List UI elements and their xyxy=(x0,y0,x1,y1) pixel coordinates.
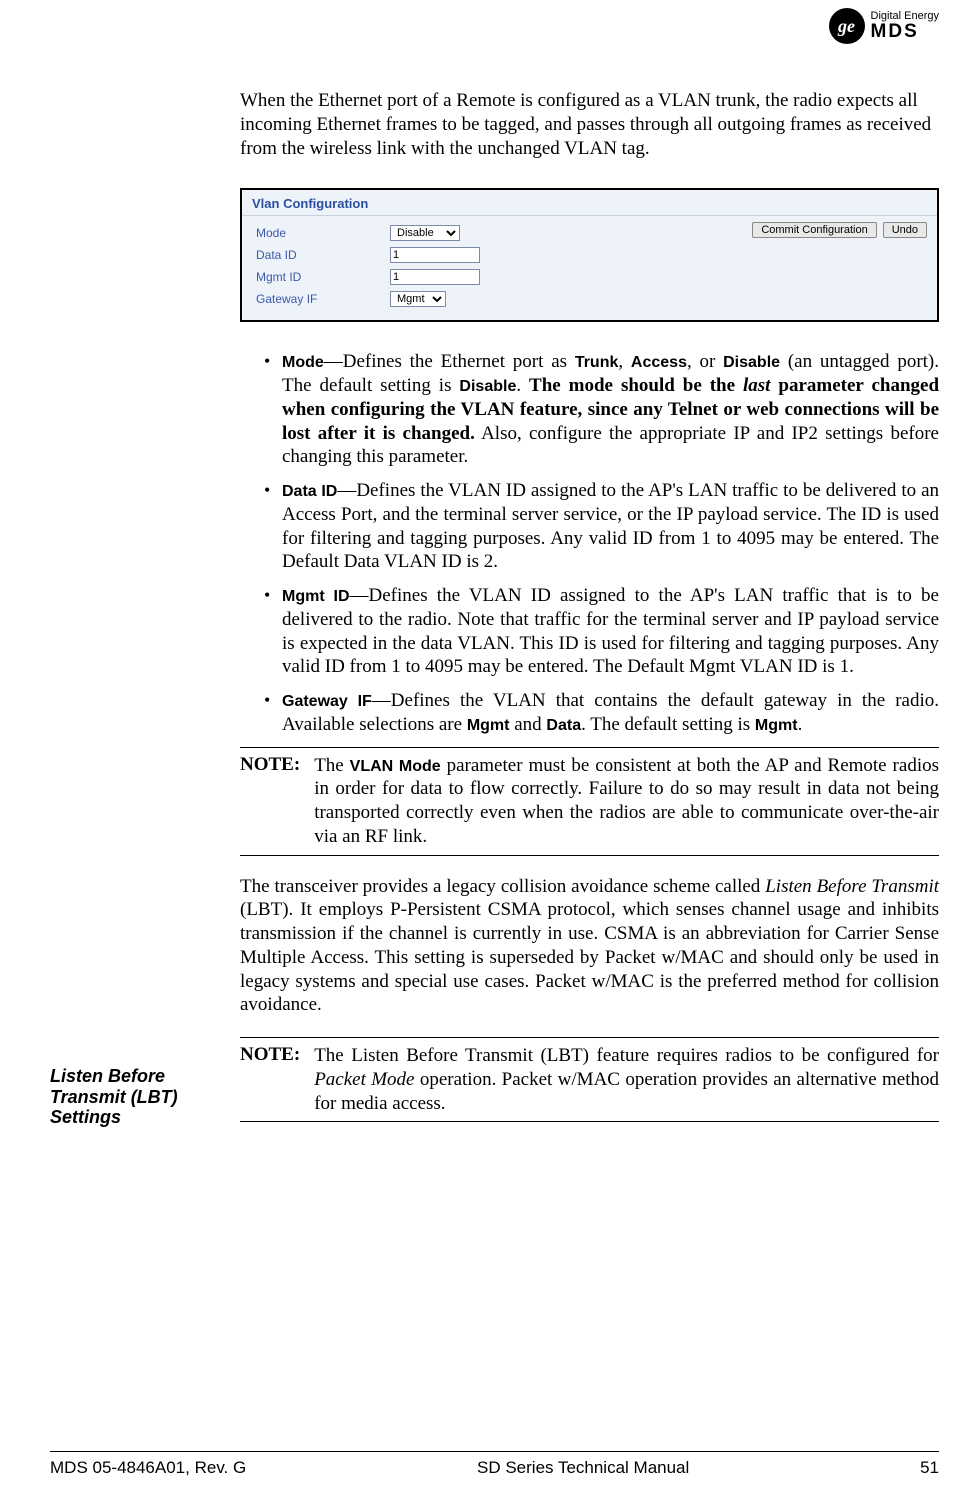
term-mgmtid: Mgmt ID xyxy=(282,588,350,605)
note-vlan-mode: NOTE: The VLAN Mode parameter must be co… xyxy=(240,747,939,856)
bullet-gateway: Gateway IF—Defines the VLAN that contain… xyxy=(264,689,939,737)
note-label: NOTE: xyxy=(240,754,304,849)
side-heading-lbt: Listen Before Transmit (LBT) Settings xyxy=(50,1066,230,1128)
brand-logo: ge Digital Energy MDS xyxy=(829,8,939,44)
footer-right: 51 xyxy=(920,1458,939,1478)
note-label: NOTE: xyxy=(240,1044,304,1115)
brand-bottom: MDS xyxy=(871,22,939,43)
note-lbt: NOTE: The Listen Before Transmit (LBT) f… xyxy=(240,1037,939,1122)
undo-button[interactable]: Undo xyxy=(883,222,927,238)
mode-label: Mode xyxy=(256,226,376,240)
mgmtid-label: Mgmt ID xyxy=(256,270,376,284)
gateway-label: Gateway IF xyxy=(256,292,376,306)
dataid-input[interactable] xyxy=(390,247,480,263)
dataid-label: Data ID xyxy=(256,248,376,262)
mgmtid-input[interactable] xyxy=(390,269,480,285)
bullet-mode: Mode—Defines the Ethernet port as Trunk,… xyxy=(264,350,939,469)
ge-monogram-icon: ge xyxy=(829,8,865,44)
panel-title: Vlan Configuration xyxy=(242,190,937,216)
footer-center: SD Series Technical Manual xyxy=(477,1458,689,1478)
brand-text: Digital Energy MDS xyxy=(871,10,939,43)
gateway-select[interactable]: Mgmt xyxy=(390,291,446,307)
lbt-paragraph: The transceiver provides a legacy collis… xyxy=(240,875,939,1018)
intro-paragraph: When the Ethernet port of a Remote is co… xyxy=(240,89,939,160)
page-footer: MDS 05-4846A01, Rev. G SD Series Technic… xyxy=(50,1451,939,1478)
footer-left: MDS 05-4846A01, Rev. G xyxy=(50,1458,246,1478)
term-mode: Mode xyxy=(282,354,324,371)
vlan-config-panel: Vlan Configuration Mode Disable Data ID xyxy=(240,188,939,322)
term-gateway: Gateway IF xyxy=(282,693,372,710)
brand-top: Digital Energy xyxy=(871,10,939,22)
commit-button[interactable]: Commit Configuration xyxy=(752,222,876,238)
term-dataid: Data ID xyxy=(282,483,337,500)
bullet-dataid: Data ID—Defines the VLAN ID assigned to … xyxy=(264,479,939,574)
bullet-mgmtid: Mgmt ID—Defines the VLAN ID assigned to … xyxy=(264,584,939,679)
mode-select[interactable]: Disable xyxy=(390,225,460,241)
